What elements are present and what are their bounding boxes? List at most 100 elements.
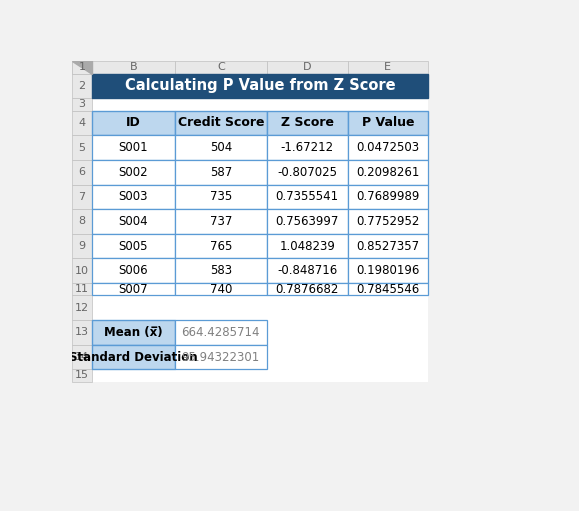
Bar <box>72 74 91 98</box>
Text: 8: 8 <box>79 217 86 226</box>
Bar <box>72 345 91 369</box>
Text: P Value: P Value <box>361 117 414 129</box>
Text: 664.4285714: 664.4285714 <box>182 326 260 339</box>
Text: S001: S001 <box>118 141 148 154</box>
Bar <box>72 209 91 234</box>
Text: 12: 12 <box>75 303 89 313</box>
Bar <box>72 234 91 259</box>
Bar <box>267 135 347 160</box>
Text: Calculating P Value from Z Score: Calculating P Value from Z Score <box>124 79 395 94</box>
Bar <box>175 209 267 234</box>
Text: 95.94322301: 95.94322301 <box>182 351 260 363</box>
Text: 735: 735 <box>210 190 232 203</box>
Bar <box>267 110 347 135</box>
Text: B: B <box>129 62 137 73</box>
Bar <box>175 283 267 295</box>
Bar <box>175 110 267 135</box>
Text: ID: ID <box>126 117 141 129</box>
Text: Z Score: Z Score <box>281 117 334 129</box>
Text: 9: 9 <box>79 241 86 251</box>
Bar <box>91 160 175 184</box>
Bar <box>347 61 428 74</box>
Polygon shape <box>72 61 91 74</box>
Text: 0.1980196: 0.1980196 <box>356 264 420 277</box>
Bar <box>91 283 175 295</box>
Bar <box>72 369 91 382</box>
Text: 0.7689989: 0.7689989 <box>356 190 420 203</box>
Text: 0.7563997: 0.7563997 <box>276 215 339 228</box>
Bar <box>267 184 347 209</box>
Bar <box>175 259 267 283</box>
Text: 0.8527357: 0.8527357 <box>356 240 419 252</box>
Text: 1: 1 <box>79 62 86 73</box>
Text: 2: 2 <box>79 81 86 91</box>
Bar <box>175 61 267 74</box>
Bar <box>347 259 428 283</box>
Text: 4: 4 <box>79 118 86 128</box>
Bar <box>347 234 428 259</box>
Text: 10: 10 <box>75 266 89 276</box>
Text: 583: 583 <box>210 264 232 277</box>
Text: S004: S004 <box>118 215 148 228</box>
Bar <box>175 345 267 369</box>
Text: E: E <box>384 62 391 73</box>
Text: Credit Score: Credit Score <box>178 117 264 129</box>
Bar <box>91 135 175 160</box>
Text: 13: 13 <box>75 328 89 337</box>
Bar <box>175 160 267 184</box>
Text: 5: 5 <box>79 143 86 153</box>
Bar <box>72 160 91 184</box>
Bar <box>347 283 428 295</box>
Bar <box>347 110 428 135</box>
Text: 504: 504 <box>210 141 232 154</box>
Text: 6: 6 <box>79 167 86 177</box>
Text: 0.7876682: 0.7876682 <box>276 283 339 296</box>
Text: 1.048239: 1.048239 <box>279 240 335 252</box>
Bar <box>91 74 428 382</box>
Bar <box>91 345 175 369</box>
Text: -0.807025: -0.807025 <box>277 166 337 179</box>
Text: S007: S007 <box>118 283 148 296</box>
Text: 11: 11 <box>75 284 89 294</box>
Text: 14: 14 <box>75 352 89 362</box>
Text: -0.848716: -0.848716 <box>277 264 338 277</box>
Bar <box>347 160 428 184</box>
Text: 15: 15 <box>75 370 89 381</box>
Text: 587: 587 <box>210 166 232 179</box>
Text: 0.2098261: 0.2098261 <box>356 166 420 179</box>
Bar <box>91 110 175 135</box>
Bar <box>91 320 175 345</box>
Bar <box>72 135 91 160</box>
Bar <box>175 184 267 209</box>
Text: C: C <box>217 62 225 73</box>
Text: 7: 7 <box>79 192 86 202</box>
Bar <box>267 160 347 184</box>
Text: -1.67212: -1.67212 <box>281 141 334 154</box>
Text: S003: S003 <box>119 190 148 203</box>
Bar <box>175 135 267 160</box>
Bar <box>91 259 175 283</box>
Bar <box>72 98 91 110</box>
Bar <box>91 209 175 234</box>
Bar <box>347 209 428 234</box>
Text: S005: S005 <box>119 240 148 252</box>
Bar <box>91 61 175 74</box>
Bar <box>267 61 347 74</box>
Text: Standard Deviation: Standard Deviation <box>69 351 197 363</box>
Bar <box>91 184 175 209</box>
Bar <box>72 184 91 209</box>
Bar <box>347 184 428 209</box>
Text: S006: S006 <box>118 264 148 277</box>
Bar <box>175 320 267 345</box>
Bar <box>72 320 91 345</box>
Bar <box>72 283 91 295</box>
Text: 737: 737 <box>210 215 232 228</box>
Text: 0.0472503: 0.0472503 <box>356 141 419 154</box>
Bar <box>91 234 175 259</box>
Bar <box>72 259 91 283</box>
Bar <box>72 61 91 74</box>
Bar <box>72 61 91 74</box>
Text: Mean (x̅): Mean (x̅) <box>104 326 163 339</box>
Text: 3: 3 <box>79 100 86 109</box>
Bar <box>175 234 267 259</box>
